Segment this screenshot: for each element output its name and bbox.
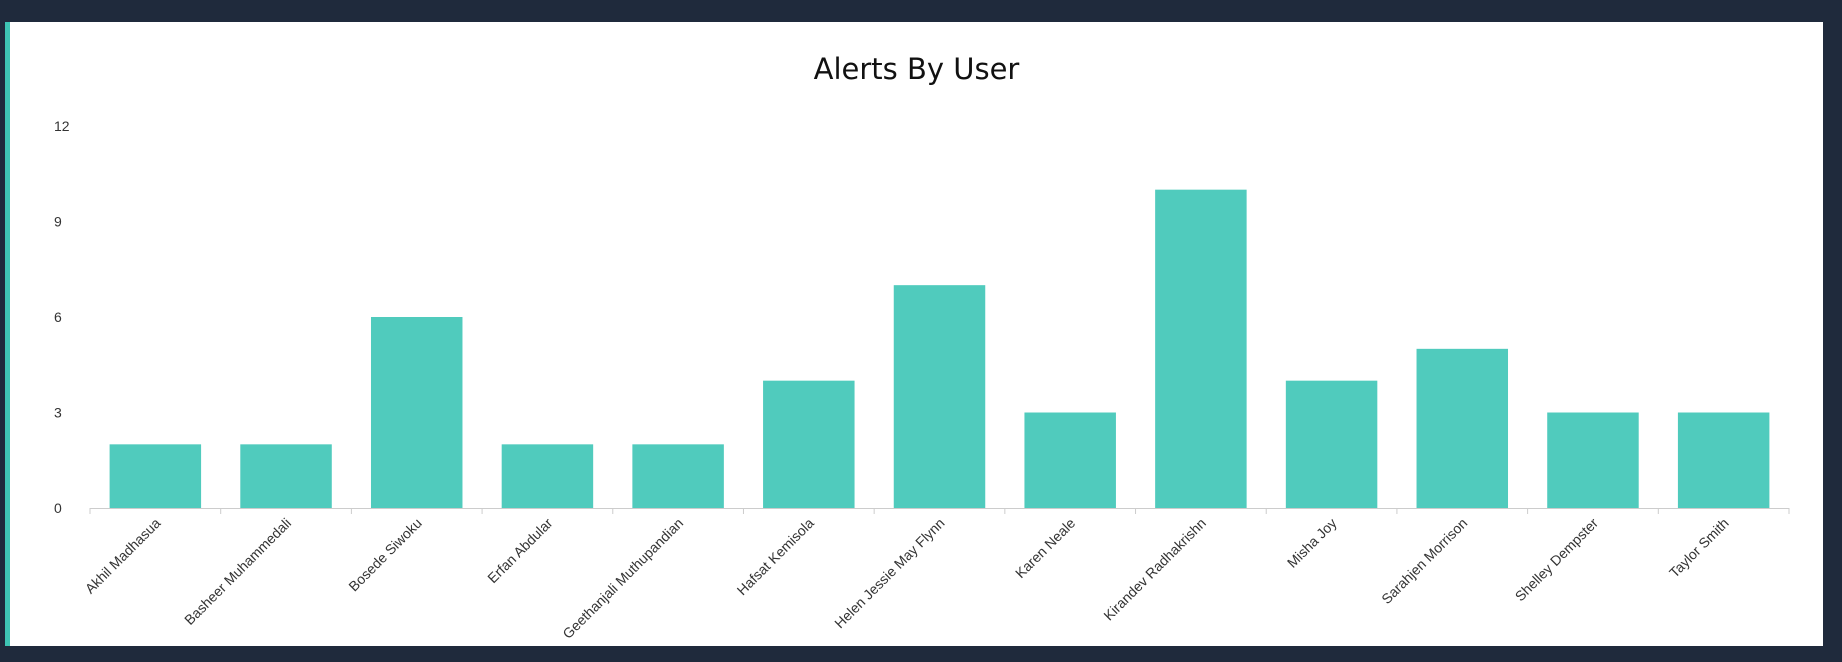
x-tick-label: Bosede Siwoku (345, 515, 425, 595)
y-tick-label: 12 (54, 118, 70, 134)
bar[interactable] (1677, 412, 1770, 509)
bar[interactable] (370, 317, 463, 508)
bar[interactable] (1547, 412, 1639, 509)
x-tick-label: Shelley Dempster (1512, 515, 1602, 605)
bar-chart: 0 3 6 9 12 Akhil Madhasua Basheer Muhammedali… (54, 118, 1790, 642)
bar[interactable] (893, 285, 986, 508)
bar[interactable] (109, 444, 202, 508)
y-tick-label: 9 (54, 214, 62, 230)
y-axis-ticks: 0 3 6 9 12 (54, 118, 70, 516)
x-tick-label: Erfan Abdular (484, 515, 556, 587)
bar[interactable] (1155, 189, 1247, 508)
bar[interactable] (501, 444, 594, 508)
x-tick-label: Akhil Madhasua (82, 515, 164, 597)
x-axis-ticks: Akhil Madhasua Basheer Muhammedali Bosede … (82, 508, 1790, 642)
x-tick-label: Sarahjen Morrison (1378, 515, 1470, 607)
x-tick-label: Taylor Smith (1666, 515, 1732, 581)
chart-panel: Alerts By User 0 3 6 9 12 Akhil Madhasua Bash… (5, 22, 1823, 646)
bar[interactable] (1285, 380, 1378, 508)
chart-title: Alerts By User (813, 52, 1020, 86)
y-tick-label: 6 (54, 309, 62, 325)
bar[interactable] (240, 444, 332, 508)
x-tick-label: Basheer Muhammedali (181, 515, 294, 628)
x-tick-label: Helen Jessie May Flynn (831, 515, 947, 631)
y-tick-label: 0 (54, 500, 62, 516)
x-tick-label: Karen Neale (1012, 515, 1078, 581)
x-tick-label: Misha Joy (1284, 515, 1340, 571)
bar[interactable] (1024, 412, 1116, 509)
bars (109, 189, 1770, 509)
bar[interactable] (632, 444, 724, 508)
bar[interactable] (763, 380, 855, 508)
x-tick-label: Hafsat Kemisola (734, 515, 818, 599)
x-tick-label: Kirandev Radhakrishn (1100, 515, 1209, 624)
y-tick-label: 3 (54, 405, 62, 421)
x-tick-label: Geethanjali Muthupandian (559, 515, 686, 642)
bar[interactable] (1416, 348, 1509, 508)
